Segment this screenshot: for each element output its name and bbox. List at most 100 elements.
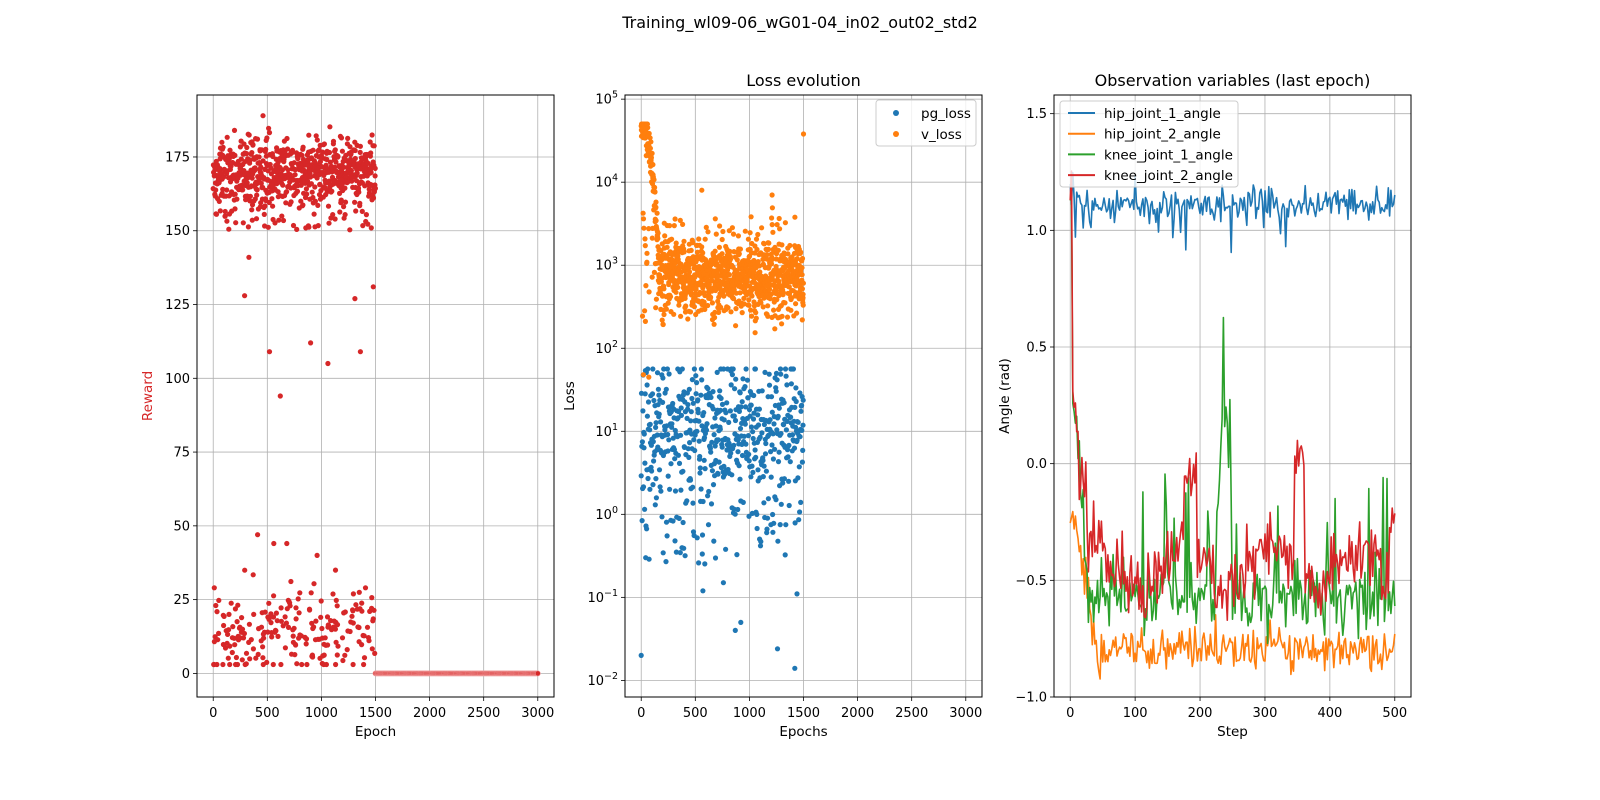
- pg-loss-point: [668, 461, 674, 467]
- reward-point: [270, 203, 276, 209]
- reward-point: [234, 661, 241, 668]
- v-loss-point: [736, 251, 742, 257]
- v-loss-point: [742, 228, 748, 234]
- v-loss-point: [733, 323, 739, 329]
- reward-point: [364, 624, 371, 630]
- reward-point: [260, 113, 266, 119]
- pg-loss-point: [740, 499, 746, 505]
- v-loss-point: [734, 257, 740, 263]
- pg-loss-point: [650, 439, 656, 445]
- pg-loss-point: [642, 506, 648, 512]
- loss-legend-label-pg: pg_loss: [921, 106, 971, 122]
- reward-point: [304, 191, 310, 197]
- pg-loss-point: [718, 395, 724, 401]
- pg-loss-point: [797, 434, 803, 440]
- reward-point: [213, 187, 219, 193]
- x-tick-label: 0: [209, 706, 217, 721]
- reward-point: [284, 189, 290, 195]
- pg-loss-point: [732, 386, 738, 392]
- reward-point: [345, 135, 351, 141]
- x-tick-label: 1500: [359, 706, 392, 721]
- pg-loss-point: [649, 391, 656, 397]
- pg-loss-point: [799, 402, 805, 408]
- reward-zero-point: [534, 670, 541, 677]
- reward-point: [333, 661, 339, 668]
- v-loss-point: [776, 279, 782, 285]
- reward-point: [274, 618, 280, 624]
- reward-point: [260, 655, 266, 661]
- v-loss-point: [770, 229, 776, 235]
- pg-loss-point: [698, 486, 704, 492]
- pg-loss-point: [735, 506, 741, 513]
- observation-line-hip1: [1069, 172, 1396, 254]
- pg-loss-point: [656, 411, 662, 417]
- pg-loss-point: [753, 454, 759, 460]
- pg-loss-point: [698, 392, 704, 398]
- reward-point: [368, 225, 374, 231]
- reward-point: [277, 393, 283, 399]
- pg-loss-point: [654, 370, 661, 376]
- pg-loss-point: [678, 412, 685, 418]
- reward-point: [239, 657, 245, 663]
- x-tick-label: 1000: [733, 706, 766, 721]
- reward-point: [326, 220, 332, 226]
- pg-loss-point: [746, 451, 752, 457]
- pg-loss-point: [647, 427, 653, 433]
- pg-loss-point: [748, 474, 754, 480]
- v-loss-point: [713, 285, 719, 291]
- reward-point: [239, 615, 245, 621]
- reward-point: [341, 204, 347, 210]
- reward-point: [296, 610, 302, 616]
- reward-point: [229, 649, 235, 656]
- v-loss-point: [642, 318, 649, 324]
- v-loss-point: [755, 231, 761, 238]
- v-loss-point: [752, 330, 758, 336]
- reward-point: [352, 199, 358, 205]
- pg-loss-point: [742, 421, 748, 427]
- reward-point: [246, 132, 252, 138]
- v-loss-point: [680, 221, 686, 227]
- reward-point: [265, 629, 271, 635]
- pg-loss-point: [782, 552, 788, 558]
- reward-point: [349, 613, 355, 619]
- pg-loss-point: [734, 552, 740, 558]
- pg-loss-point: [689, 395, 695, 402]
- pg-loss-point: [750, 469, 756, 475]
- x-tick-label: 300: [1253, 706, 1278, 721]
- reward-point: [247, 157, 253, 163]
- pg-loss-point: [735, 436, 741, 443]
- pg-loss-point: [670, 435, 676, 441]
- reward-point: [371, 607, 377, 613]
- pg-loss-point: [669, 421, 675, 427]
- pg-loss-point: [764, 526, 770, 532]
- pg-loss-point: [770, 529, 776, 535]
- x-tick-label: 200: [1188, 706, 1213, 721]
- reward-point: [282, 614, 288, 620]
- pg-loss-point: [728, 450, 734, 456]
- v-loss-point: [701, 299, 707, 305]
- v-loss-point: [772, 326, 778, 332]
- pg-loss-point: [651, 458, 657, 464]
- pg-loss-point: [640, 484, 647, 490]
- reward-point: [335, 153, 341, 159]
- y-tick-label: −0.5: [1015, 574, 1047, 589]
- pg-loss-point: [700, 498, 706, 505]
- v-loss-point: [642, 308, 648, 314]
- reward-point: [285, 167, 291, 173]
- pg-loss-point: [800, 397, 806, 403]
- reward-point: [314, 137, 320, 143]
- pg-loss-point: [778, 371, 784, 377]
- loss-plot: 0 500 1000 1500 2000 2500 300010−210−110010110…: [562, 71, 983, 740]
- reward-point: [287, 603, 293, 609]
- v-loss-point: [775, 247, 781, 253]
- reward-point: [291, 625, 297, 631]
- v-loss-point: [675, 284, 681, 290]
- reward-point: [324, 156, 330, 163]
- reward-point: [242, 567, 248, 573]
- reward-point: [261, 635, 267, 641]
- reward-point: [352, 147, 358, 154]
- v-loss-point: [717, 223, 723, 229]
- v-loss-point: [800, 280, 807, 286]
- v-loss-point: [667, 294, 674, 300]
- v-loss-point: [655, 235, 661, 242]
